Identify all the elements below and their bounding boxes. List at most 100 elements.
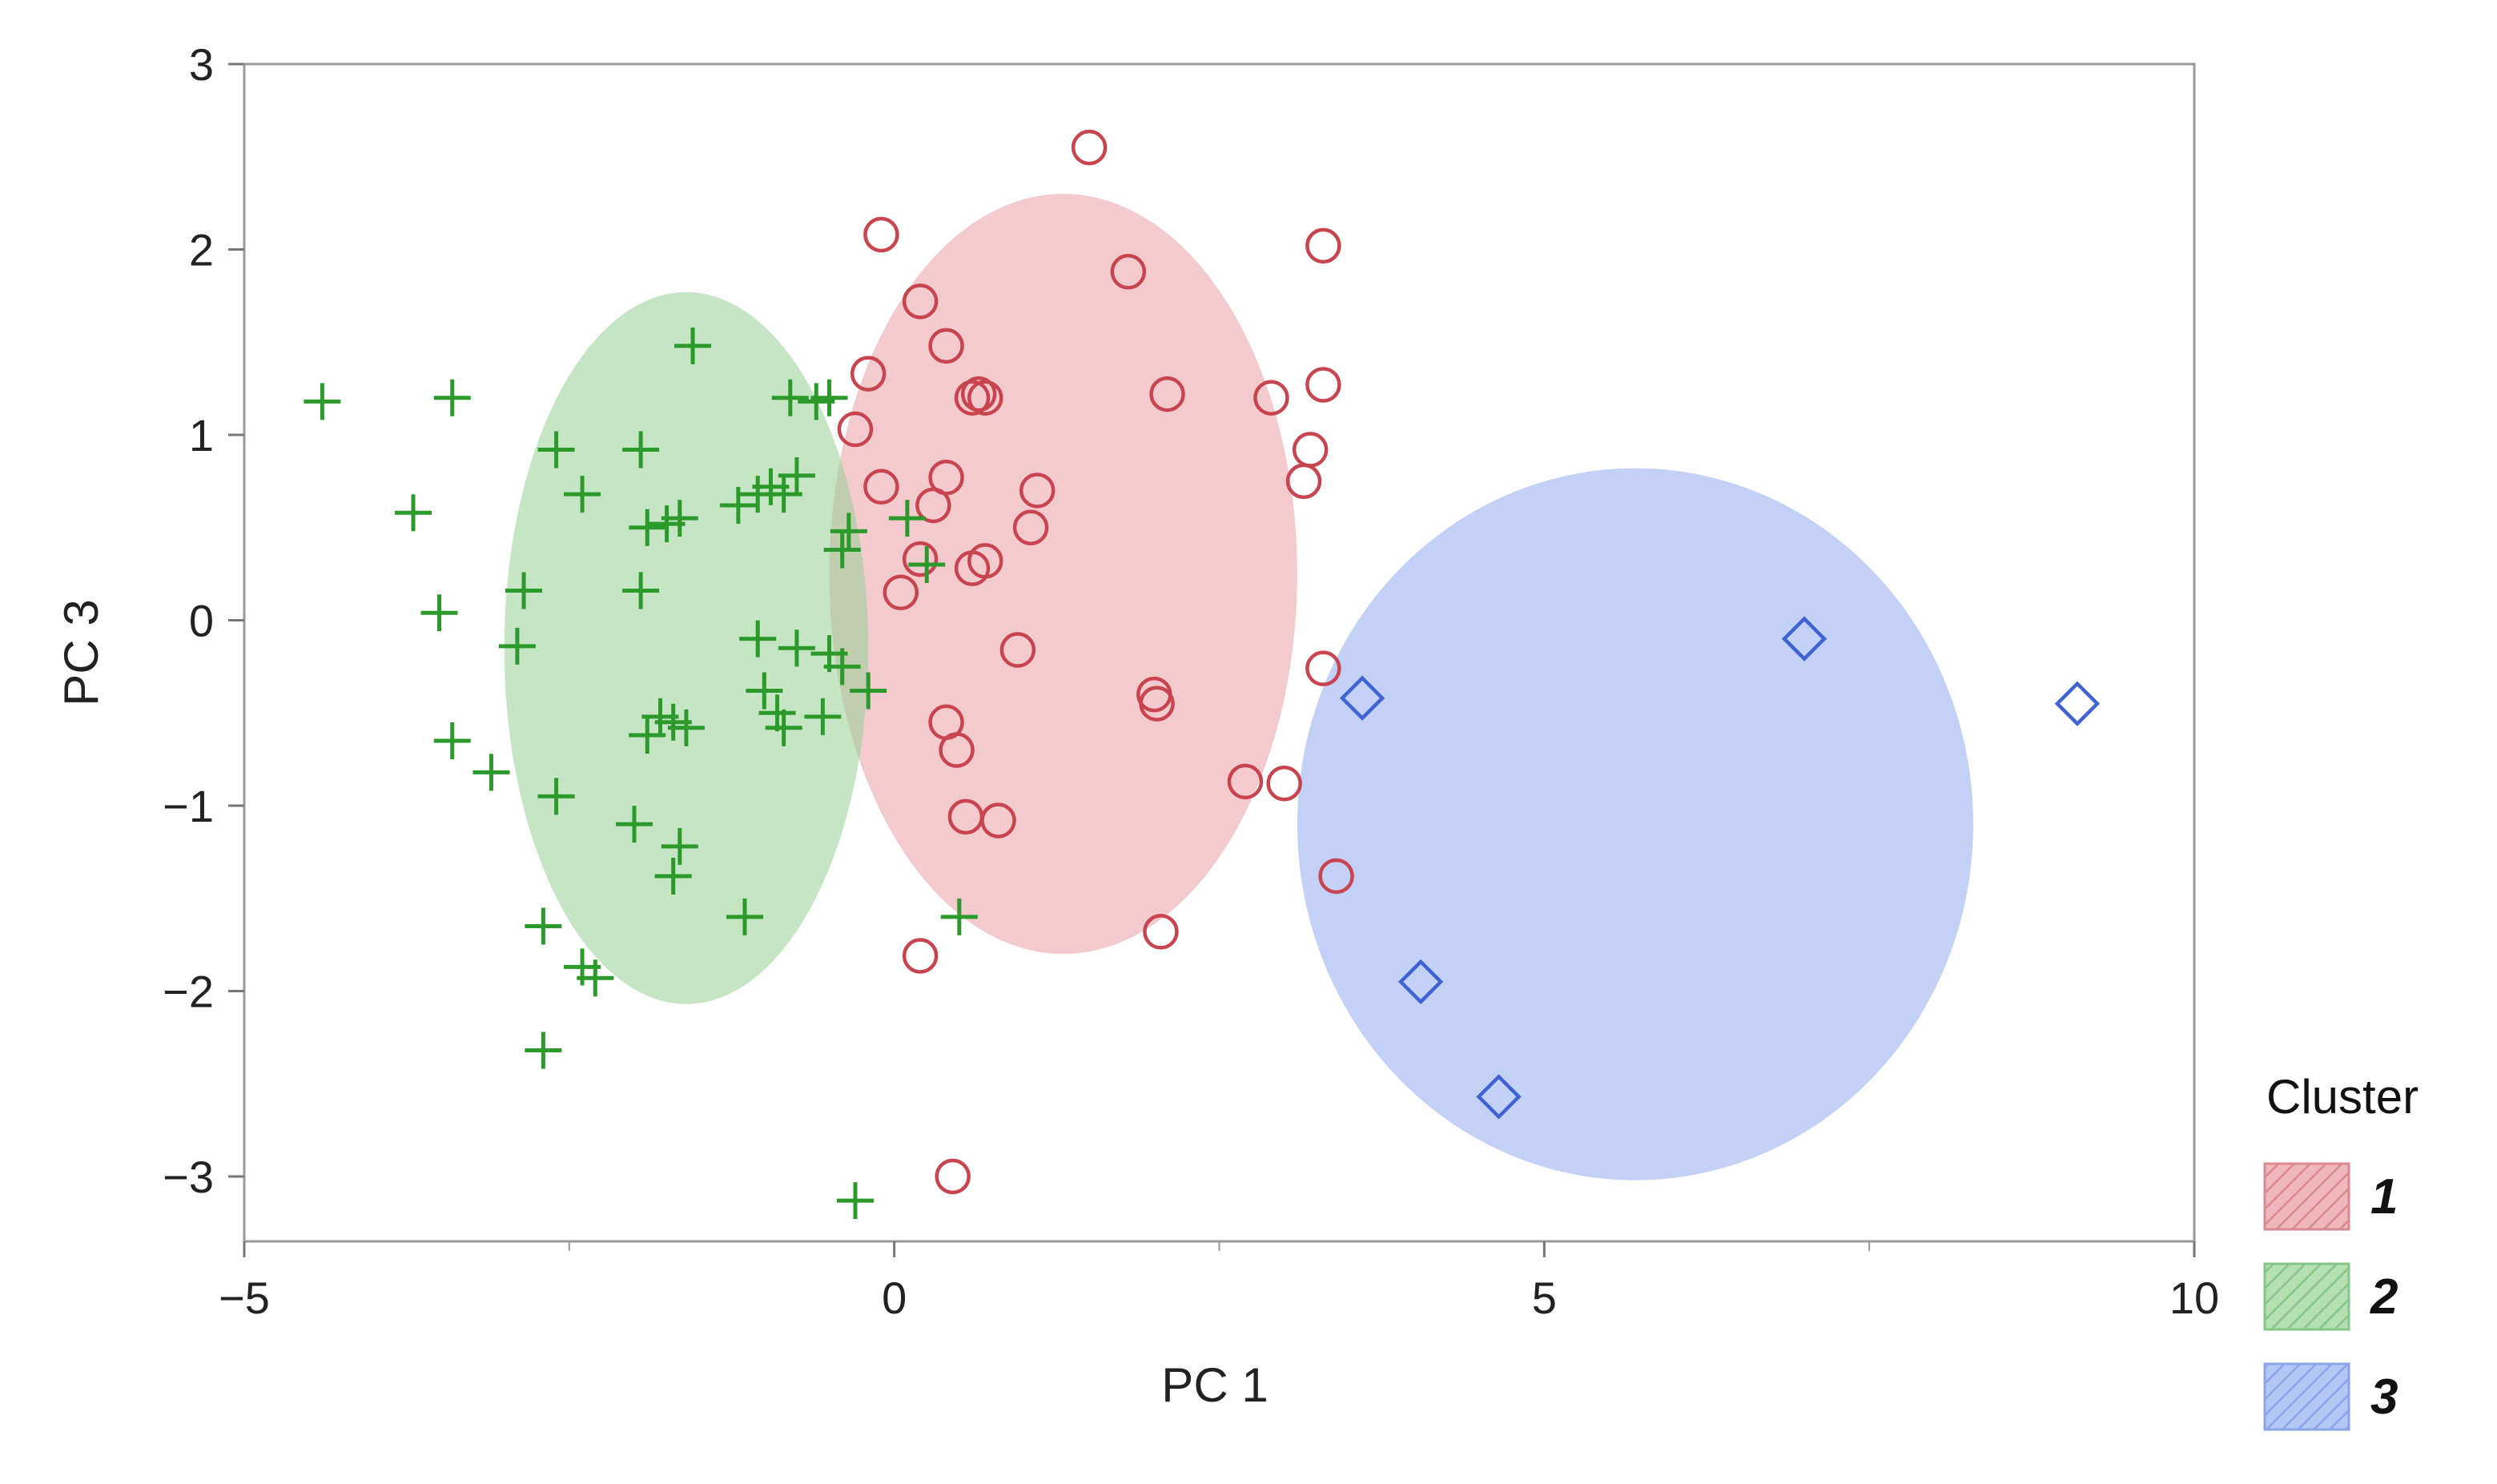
cluster-2-point-51	[836, 1182, 874, 1220]
cluster-3-point-0	[1781, 616, 1828, 662]
cluster-1-point-35	[1318, 858, 1354, 895]
legend-swatch-1	[2263, 1162, 2350, 1231]
x-tick-label-3: 10	[2169, 1273, 2219, 1323]
cluster-1-point-34	[980, 802, 1016, 839]
cluster-2-point-10	[719, 486, 757, 524]
x-axis-title: PC 1	[1161, 1358, 1268, 1412]
cluster-2-point-5	[810, 379, 848, 416]
cluster-2-point-50	[525, 1032, 562, 1069]
cluster-2-point-31	[746, 672, 783, 710]
cluster-1-point-8	[960, 376, 997, 412]
cluster-1-point-1	[863, 216, 899, 253]
cluster-1-point-24	[883, 574, 919, 611]
cluster-3-point-3	[1397, 959, 1444, 1005]
cluster-2-point-26	[739, 620, 777, 658]
cluster-1-point-10	[1149, 376, 1185, 412]
y-tick-label-0: −3	[163, 1152, 214, 1202]
cluster-1-ellipse	[829, 194, 1297, 955]
cluster-2-point-37	[667, 709, 705, 746]
cluster-1-point-7	[954, 380, 991, 416]
cluster-2-point-42	[616, 806, 653, 843]
cluster-1-point-32	[1266, 765, 1302, 802]
cluster-1-point-20	[1012, 509, 1049, 545]
cluster-1-point-4	[902, 284, 939, 320]
cluster-2-point-14	[778, 456, 815, 494]
cluster-1-point-21	[902, 541, 939, 577]
cluster-1-point-18	[1019, 473, 1055, 509]
cluster-2-point-38	[629, 717, 666, 754]
cluster-2-point-20	[888, 500, 926, 537]
cluster-2-point-29	[823, 648, 861, 686]
cluster-2-point-15	[629, 509, 666, 546]
cluster-2-point-7	[622, 431, 660, 469]
cluster-1-point-2	[1110, 254, 1147, 290]
cluster-2-point-25	[498, 627, 536, 665]
legend: Cluster 1 2 3	[2263, 1070, 2419, 1431]
legend-label-2: 2	[2370, 1269, 2398, 1325]
cluster-1-point-30	[939, 732, 975, 768]
legend-label-3: 3	[2370, 1369, 2398, 1425]
cluster-2-point-23	[622, 572, 660, 609]
cluster-1-point-19	[915, 487, 951, 524]
cluster-2-point-9	[395, 494, 432, 532]
cluster-1-point-26	[1305, 650, 1341, 686]
cluster-1-point-5	[928, 328, 964, 364]
cluster-2-point-2	[674, 327, 712, 364]
data-points	[304, 129, 2101, 1220]
cluster-2-point-6	[537, 431, 575, 469]
cluster-2-point-27	[778, 629, 815, 667]
cluster-2-point-40	[472, 754, 510, 791]
cluster-2-point-19	[823, 531, 861, 569]
y-tick-label-2: −1	[163, 781, 214, 831]
cluster-2-point-24	[420, 594, 458, 632]
axes: −5 0 5 10 −3 −2 −1 0 1 2 3	[163, 39, 2219, 1323]
cluster-2-point-39	[433, 722, 471, 759]
cluster-1-point-31	[1227, 763, 1264, 800]
cluster-1-point-38	[935, 1158, 971, 1195]
legend-label-1: 1	[2370, 1169, 2398, 1225]
cluster-2-point-30	[850, 672, 887, 710]
cluster-2-point-22	[505, 572, 543, 609]
cluster-2-point-49	[940, 898, 978, 935]
cluster-1-point-0	[1071, 129, 1108, 166]
cluster-2-point-17	[661, 500, 698, 537]
cluster-1-point-11	[1253, 380, 1289, 416]
cluster-2-point-3	[771, 379, 809, 416]
cluster-2-point-34	[804, 698, 842, 735]
cluster-3-ellipse	[1297, 468, 1974, 1180]
cluster-2-point-33	[765, 709, 802, 746]
cluster-2-point-43	[661, 827, 698, 865]
y-tick-label-3: 0	[189, 595, 214, 645]
cluster-1-point-37	[902, 938, 939, 974]
cluster-2-point-48	[577, 959, 614, 997]
legend-swatch-3	[2263, 1362, 2350, 1431]
cluster-2-point-46	[525, 907, 562, 945]
cluster-3-point-2	[1339, 675, 1385, 721]
y-tick-label-1: −2	[163, 966, 214, 1016]
cluster-2-point-21	[908, 546, 946, 584]
x-tick-label-1: 0	[882, 1273, 907, 1323]
cluster-2-point-13	[765, 476, 802, 513]
x-tick-label-2: 5	[1532, 1273, 1557, 1323]
legend-swatch-2	[2263, 1262, 2350, 1331]
cluster-1-point-23	[967, 543, 1003, 579]
cluster-1-point-15	[1285, 463, 1322, 500]
cluster-1-point-28	[1139, 686, 1175, 722]
cluster-1-point-12	[1305, 367, 1341, 403]
cluster-3-point-1	[2054, 681, 2101, 726]
cluster-1-point-13	[837, 411, 874, 448]
cluster-2-ellipse	[504, 292, 869, 1004]
y-tick-label-5: 2	[189, 224, 214, 275]
cluster-1-point-3	[1305, 227, 1341, 264]
cluster-1-point-16	[863, 469, 899, 505]
cluster-2-point-18	[830, 513, 867, 550]
x-tick-label-0: −5	[219, 1273, 270, 1323]
cluster-1-point-6	[850, 356, 887, 392]
cluster-2-point-41	[537, 778, 575, 815]
cluster-3-point-4	[1476, 1074, 1522, 1120]
legend-title: Cluster	[2266, 1070, 2419, 1124]
cluster-2-point-32	[758, 694, 796, 732]
cluster-2-point-8	[564, 476, 601, 513]
y-tick-label-6: 3	[189, 39, 214, 90]
